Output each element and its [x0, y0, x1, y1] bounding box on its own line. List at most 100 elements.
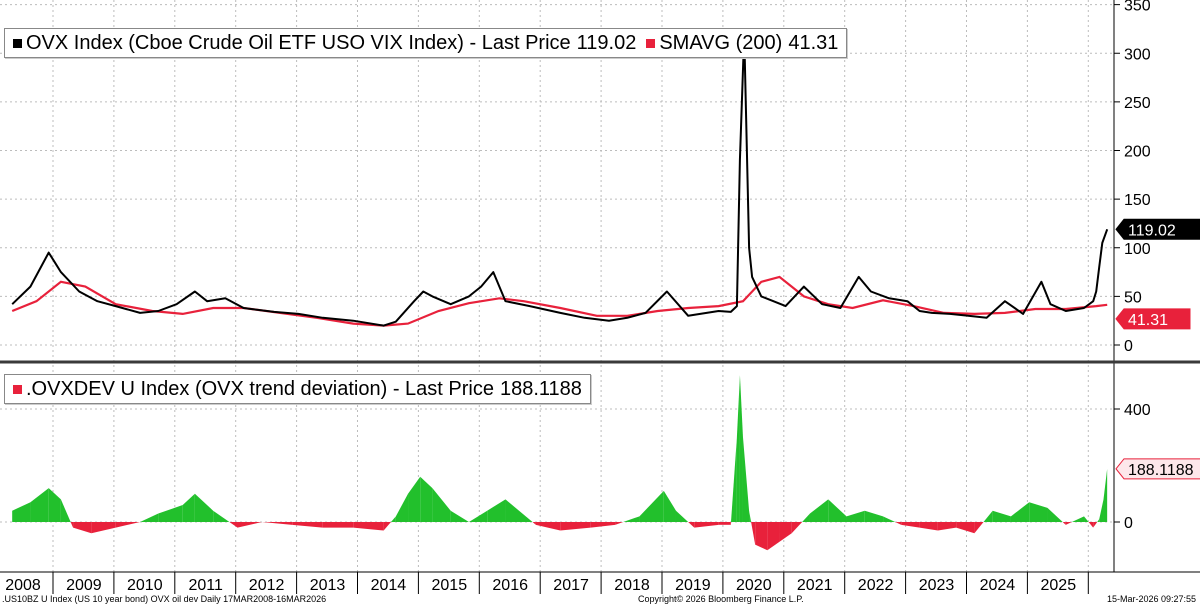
- deviation-area-positive: [802, 513, 810, 522]
- deviation-area-negative: [91, 522, 116, 534]
- deviation-area-positive: [182, 493, 195, 522]
- deviation-area-negative: [237, 522, 262, 528]
- deviation-area-negative: [535, 522, 561, 531]
- x-year-label: 2020: [736, 577, 772, 594]
- footer-timestamp: 15-Mar-2026 09:27:55: [1106, 594, 1196, 604]
- deviation-area-positive: [432, 488, 451, 522]
- deviation-area-negative: [901, 522, 920, 528]
- top-ytick-label: 300: [1124, 46, 1151, 63]
- top-ytick-label: 150: [1124, 192, 1151, 209]
- ovx-last-value-tag-label: 119.02: [1128, 222, 1176, 239]
- deviation-area-negative: [751, 522, 756, 545]
- deviation-area-negative: [755, 522, 768, 551]
- deviation-area-positive: [30, 488, 49, 522]
- deviation-area-positive: [846, 510, 865, 522]
- x-year-label: 2025: [1041, 577, 1077, 594]
- deviation-area-positive: [663, 490, 676, 522]
- deviation-area-positive: [1010, 502, 1030, 522]
- deviation-area-negative: [779, 522, 792, 542]
- deviation-panel: [12, 375, 1108, 551]
- x-year-label: 2012: [249, 577, 285, 594]
- deviation-area-positive: [992, 510, 1011, 522]
- ovx-last-value-tag-shape: [1115, 218, 1200, 240]
- deviation-area-positive: [450, 510, 469, 522]
- deviation-area-positive: [1047, 507, 1063, 522]
- ovx-legend: OVX Index (Cboe Crude Oil ETF USO VIX In…: [4, 28, 848, 58]
- top-ytick-label: 200: [1124, 144, 1151, 161]
- deviation-area-positive: [742, 437, 750, 522]
- deviation-area-positive: [487, 499, 506, 522]
- deviation-area-negative: [767, 522, 780, 551]
- ovx-legend-swatch: [13, 38, 22, 48]
- deviation-area-negative: [532, 522, 536, 525]
- x-year-label: 2010: [127, 577, 163, 594]
- deviation-area-negative: [322, 522, 354, 528]
- deviation-area-positive: [158, 505, 183, 522]
- deviation-area-negative: [560, 522, 591, 531]
- deviation-area-negative: [791, 522, 803, 534]
- smavg-legend-value: 41.31: [788, 31, 839, 54]
- deviation-area-negative: [292, 522, 323, 528]
- x-year-label: 2014: [371, 577, 407, 594]
- deviation-area-negative: [70, 522, 74, 528]
- deviation-area-positive: [12, 502, 31, 522]
- deviation-area-positive: [420, 476, 433, 522]
- deviation-legend: .OVXDEV U Index (OVX trend deviation) - …: [4, 374, 591, 404]
- ovx-legend-name: OVX Index (Cboe Crude Oil ETF USO VIX In…: [26, 31, 571, 54]
- smavg-200-line: [11, 275, 1108, 327]
- deviation-area-negative: [1093, 522, 1098, 528]
- deviation-area-positive: [623, 516, 640, 522]
- deviation-area-negative: [688, 522, 695, 528]
- top-ytick-label: 0: [1124, 338, 1133, 355]
- deviation-area-positive: [213, 510, 230, 522]
- deviation-area-positive: [736, 375, 740, 522]
- deviation-area-positive: [675, 510, 689, 522]
- deviation-legend-name: .OVXDEV U Index (OVX trend deviation) - …: [26, 377, 494, 400]
- deviation-area-positive: [639, 490, 664, 522]
- x-year-label: 2018: [614, 577, 650, 594]
- axes-layer: 0 50 100 150 200 250 300 350 0 400 2008 2009 2010 201…: [0, 0, 1200, 594]
- bottom-ytick-label: 400: [1124, 402, 1151, 419]
- deviation-area-positive: [48, 488, 61, 522]
- deviation-area-positive: [140, 513, 159, 522]
- grid-layer: [0, 0, 1114, 572]
- deviation-last-value-tag: 188.1188: [1115, 458, 1200, 480]
- deviation-area-negative: [115, 522, 141, 528]
- deviation-area-positive: [730, 437, 737, 522]
- deviation-area-positive: [983, 510, 993, 522]
- deviation-area-negative: [694, 522, 719, 528]
- ovx-legend-value: 119.02: [576, 31, 637, 54]
- deviation-area-positive: [1084, 516, 1089, 522]
- deviation-area-negative: [974, 522, 984, 534]
- smavg-legend-swatch: [646, 38, 656, 48]
- deviation-area-negative: [590, 522, 616, 528]
- deviation-area-positive: [809, 499, 829, 522]
- x-year-label: 2013: [310, 577, 346, 594]
- deviation-area-positive: [505, 499, 533, 522]
- top-ytick-label: 100: [1124, 241, 1151, 258]
- x-year-label: 2019: [675, 577, 711, 594]
- deviation-area-negative: [937, 522, 957, 531]
- deviation-last-value-tag-label: 188.1188: [1128, 462, 1194, 479]
- bottom-ytick-label: 0: [1124, 515, 1133, 532]
- deviation-area-negative: [261, 522, 293, 525]
- x-year-label: 2008: [5, 577, 41, 594]
- top-ytick-label: 50: [1124, 289, 1142, 306]
- deviation-area-positive: [828, 499, 847, 522]
- smavg-legend-name: SMAVG (200): [659, 31, 783, 54]
- ovx-index-line: [11, 32, 1109, 327]
- smavg-last-value-tag: 41.31: [1115, 308, 1191, 330]
- deviation-area-negative: [229, 522, 238, 528]
- deviation-legend-value: 188.1188: [499, 377, 582, 400]
- deviation-area-positive: [468, 510, 488, 522]
- deviation-area-positive: [395, 493, 409, 522]
- deviation-area-positive: [194, 493, 214, 522]
- x-year-label: 2011: [188, 577, 223, 594]
- top-ytick-label: 250: [1124, 95, 1151, 112]
- deviation-area-positive: [390, 516, 396, 522]
- deviation-area-positive: [1071, 516, 1085, 522]
- deviation-area-negative: [383, 522, 391, 531]
- x-year-label: 2021: [797, 577, 833, 594]
- deviation-area-negative: [73, 522, 92, 534]
